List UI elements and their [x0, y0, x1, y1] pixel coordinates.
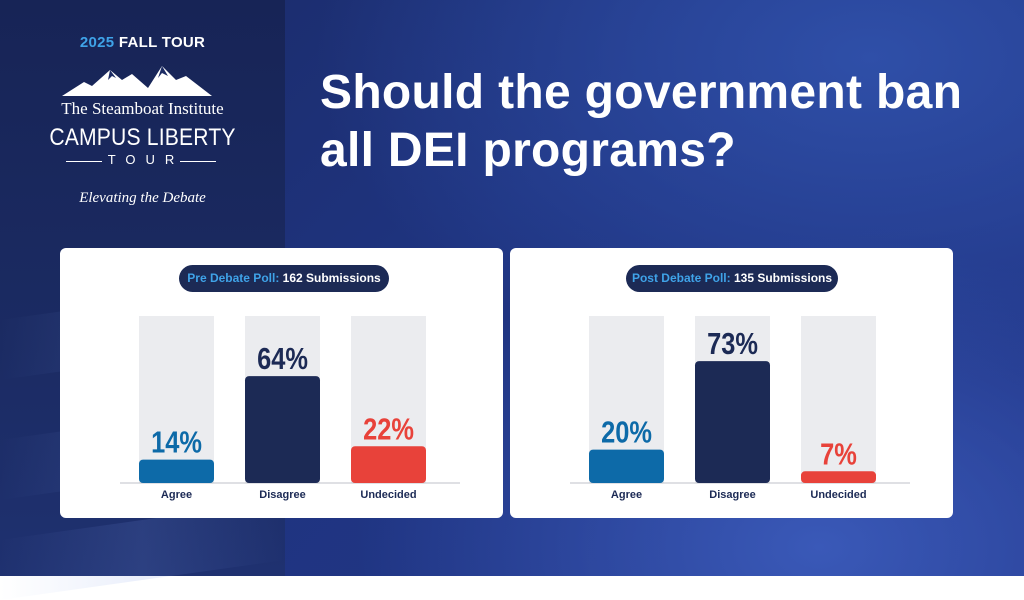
- value-label-disagree: 73%: [707, 327, 758, 362]
- category-label-disagree: Disagree: [709, 489, 755, 501]
- mountain-logo-icon: [62, 66, 212, 96]
- bar-disagree: [245, 376, 320, 483]
- category-label-undecided: Undecided: [810, 489, 866, 501]
- category-label-agree: Agree: [611, 489, 642, 501]
- value-label-agree: 14%: [151, 425, 202, 460]
- poll-question: Should the government ban all DEI progra…: [320, 66, 963, 177]
- category-label-agree: Agree: [161, 489, 192, 501]
- divider: [180, 161, 216, 162]
- tour-season: FALL TOUR: [118, 34, 206, 51]
- divider: [66, 161, 102, 162]
- bar-track: [139, 316, 214, 483]
- bar-agree: [139, 459, 214, 483]
- tour-word-line: TOUR: [66, 152, 216, 172]
- tour-label: 2025 FALL TOUR: [0, 34, 285, 51]
- tagline: Elevating the Debate: [79, 190, 206, 206]
- post-debate-pill: Post Debate Poll: 135 Submissions: [626, 265, 838, 292]
- post-debate-count: 135 Submissions: [733, 271, 833, 285]
- bar-agree: [589, 449, 664, 483]
- value-label-undecided: 22%: [363, 412, 414, 447]
- tour-word: TOUR: [107, 152, 185, 167]
- pre-debate-label: Pre Debate Poll:: [187, 271, 280, 285]
- pre-debate-count: 162 Submissions: [282, 271, 381, 285]
- institute-name: The Steamboat Institute: [61, 99, 224, 118]
- bar-disagree: [695, 361, 770, 483]
- bar-track: [801, 316, 876, 483]
- value-label-agree: 20%: [601, 415, 652, 450]
- campus-title: CAMPUS LIBERTY: [49, 124, 236, 151]
- post-debate-label: Post Debate Poll:: [631, 271, 731, 285]
- post-debate-chart: 20% Agree 73% Disagree 7% Undecided: [570, 316, 910, 501]
- bar-undecided: [801, 471, 876, 483]
- bar-undecided: [351, 446, 426, 483]
- pre-debate-chart: 14% Agree 64% Disagree 22% Undecided: [120, 316, 460, 501]
- category-label-disagree: Disagree: [259, 489, 305, 501]
- tour-year: 2025: [79, 34, 115, 51]
- category-label-undecided: Undecided: [360, 489, 416, 501]
- value-label-undecided: 7%: [820, 437, 857, 472]
- post-debate-card: Post Debate Poll: 135 Submissions 20% Agr…: [510, 248, 953, 518]
- pre-debate-pill: Pre Debate Poll: 162 Submissions: [179, 265, 389, 292]
- value-label-disagree: 64%: [257, 342, 308, 377]
- pre-debate-card: Pre Debate Poll: 162 Submissions 14% Agre…: [60, 248, 503, 518]
